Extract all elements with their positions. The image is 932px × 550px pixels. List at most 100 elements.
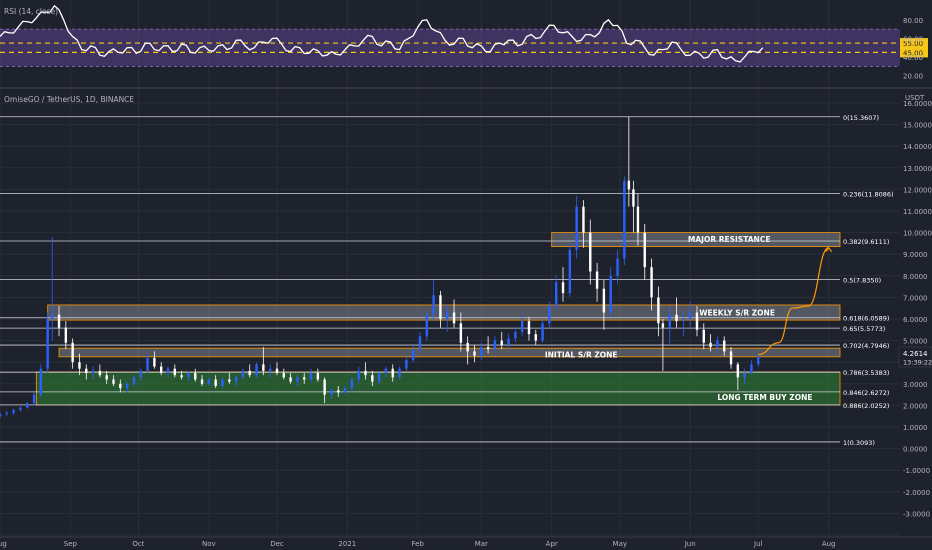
candle-body bbox=[19, 407, 22, 410]
candle-body bbox=[337, 390, 340, 393]
projection-curve bbox=[758, 247, 829, 356]
candle-body bbox=[446, 312, 449, 319]
candle-body bbox=[234, 377, 238, 382]
candle-body bbox=[632, 189, 635, 207]
price-tick-label: 7.0000 bbox=[903, 294, 928, 302]
candle-body bbox=[51, 314, 54, 319]
price-tick-label: -3.0000 bbox=[903, 510, 930, 518]
candle-body bbox=[180, 375, 183, 378]
candle-body bbox=[166, 368, 170, 374]
candle-body bbox=[459, 323, 463, 343]
candle-body bbox=[709, 342, 712, 348]
zone-label: LONG TERM BUY ZONE bbox=[717, 393, 812, 402]
candle-body bbox=[153, 357, 156, 367]
candle-body bbox=[200, 379, 204, 384]
candle-body bbox=[303, 377, 306, 380]
candle-body bbox=[575, 206, 578, 250]
candle-body bbox=[623, 180, 626, 259]
candle-body bbox=[296, 377, 299, 382]
symbol-label: OmiseGO / TetherUS, 1D, BINANCE bbox=[4, 95, 134, 104]
candle-body bbox=[486, 347, 490, 350]
candle-body bbox=[207, 379, 211, 384]
candle-body bbox=[702, 329, 705, 343]
price-tick-label: 2.0000 bbox=[903, 402, 928, 410]
candle-body bbox=[688, 312, 692, 319]
candle-body bbox=[132, 377, 136, 384]
candle-body bbox=[248, 370, 251, 376]
candle-body bbox=[214, 379, 217, 386]
fib-label: 0.236(11.8086) bbox=[843, 191, 894, 199]
rsi-line bbox=[0, 4, 764, 63]
candle-body bbox=[364, 370, 367, 376]
candle-body bbox=[643, 232, 646, 268]
candle-body bbox=[432, 295, 435, 315]
candle-body bbox=[636, 206, 640, 233]
candle-body bbox=[139, 370, 142, 378]
candle-body bbox=[480, 347, 483, 356]
candle-body bbox=[668, 314, 671, 328]
price-tick-label: 10.0000 bbox=[903, 230, 932, 238]
candle-body bbox=[682, 319, 685, 322]
candle-body bbox=[377, 373, 381, 382]
candle-body bbox=[534, 334, 537, 341]
candle-body bbox=[12, 409, 15, 413]
price-tick-label: 12.0000 bbox=[903, 186, 932, 194]
candle-body bbox=[493, 340, 497, 350]
candle-body bbox=[268, 368, 272, 371]
candle-body bbox=[221, 379, 224, 386]
price-tick-label: 14.0000 bbox=[903, 143, 932, 151]
price-tick-label: 13.0000 bbox=[903, 165, 932, 173]
candle-body bbox=[282, 373, 285, 378]
candle-body bbox=[514, 331, 517, 339]
candle-body bbox=[425, 314, 429, 337]
candle-body bbox=[548, 306, 551, 324]
candle-body bbox=[125, 383, 129, 389]
candle-body bbox=[194, 373, 197, 380]
projection-path[interactable] bbox=[758, 246, 833, 356]
zone-rect bbox=[35, 371, 841, 406]
rsi-level-tag bbox=[900, 47, 928, 58]
candlestick-series[interactable] bbox=[0, 116, 760, 419]
candle-body bbox=[71, 342, 74, 363]
time-tick-label: Aug bbox=[822, 540, 836, 548]
price-tick-label: 16.0000 bbox=[903, 100, 932, 108]
candle-body bbox=[159, 366, 163, 374]
fib-label: 1(0.3093) bbox=[843, 439, 875, 447]
rsi-tick-label: 40.00 bbox=[903, 54, 923, 62]
candle-body bbox=[85, 368, 88, 374]
candle-body bbox=[112, 379, 115, 384]
candle-body bbox=[384, 368, 388, 374]
fib-label: 0.618(6.0589) bbox=[843, 315, 889, 323]
sr-zones: MAJOR RESISTANCE WEEKLY S/R ZONE INITIAL S… bbox=[35, 232, 841, 406]
candle-body bbox=[350, 379, 354, 389]
last-price-box bbox=[898, 346, 932, 368]
fib-label: 0.382(9.6111) bbox=[843, 238, 889, 246]
candle-body bbox=[589, 232, 592, 272]
candle-body bbox=[729, 351, 733, 365]
time-tick-label: Mar bbox=[475, 540, 488, 548]
chart-grid bbox=[0, 0, 932, 537]
price-axes: 16.0000 15.0000 14.0000 13.0000 12.0000 11.00… bbox=[0, 100, 932, 550]
currency-label: USDT bbox=[905, 94, 925, 102]
zone-label: WEEKLY S/R ZONE bbox=[699, 309, 775, 318]
candle-body bbox=[98, 370, 102, 376]
candle-body bbox=[357, 370, 360, 380]
time-axis-bg bbox=[0, 537, 932, 550]
countdown-value: 13:39:22 bbox=[903, 359, 932, 367]
candle-body bbox=[657, 297, 660, 324]
candle-body bbox=[371, 375, 374, 382]
candle-body bbox=[78, 362, 81, 369]
price-tick-label: 8.0000 bbox=[903, 273, 928, 281]
candle-body bbox=[343, 388, 347, 393]
fib-label: 0.5(7.8350) bbox=[843, 276, 881, 284]
candle-body bbox=[187, 373, 190, 378]
time-tick-label: Sep bbox=[64, 540, 78, 548]
candle-body bbox=[716, 340, 719, 348]
time-tick-label: Feb bbox=[412, 540, 425, 548]
zone-label: INITIAL S/R ZONE bbox=[545, 351, 618, 360]
candle-body bbox=[0, 414, 2, 417]
fibonacci-levels[interactable]: 0(15.3607) 0.236(11.8086) 0.382(9.6111) 0.5… bbox=[0, 114, 894, 447]
